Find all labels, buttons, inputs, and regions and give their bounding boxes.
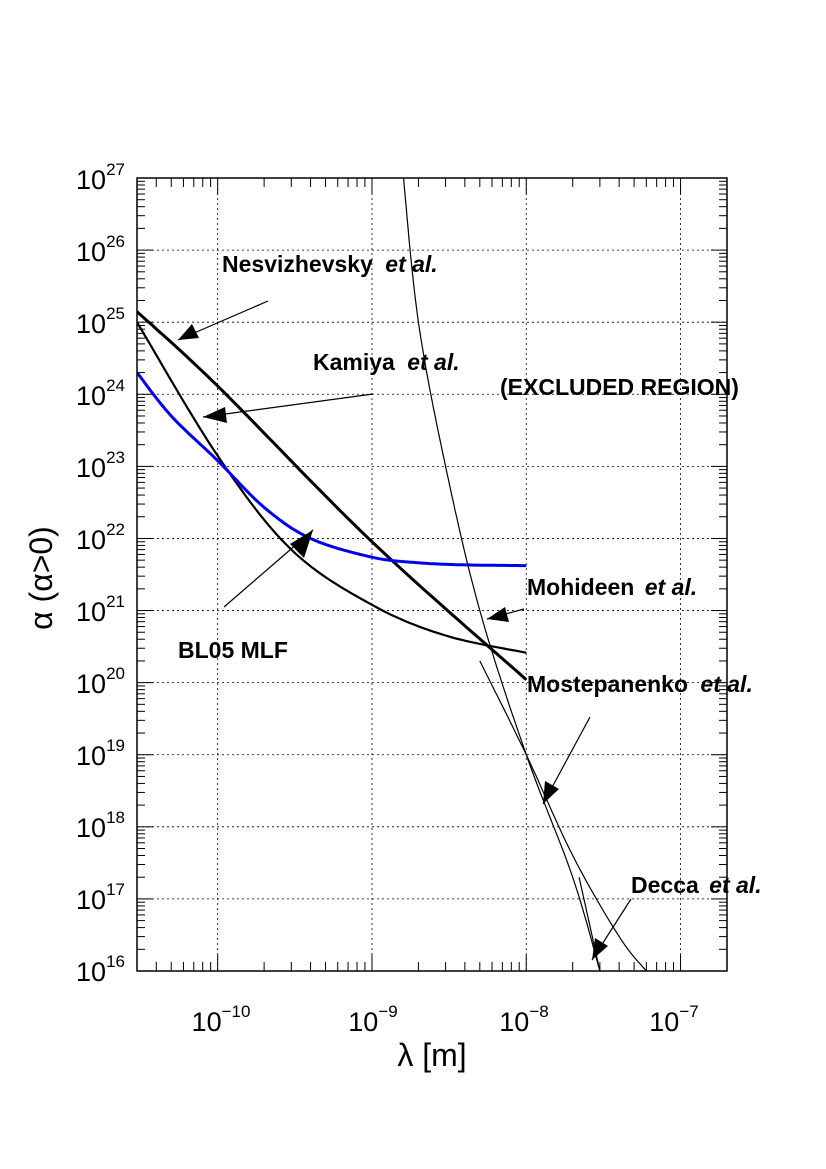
x-tick-label: 10−9: [348, 1002, 397, 1037]
annotation-bl05-mlf: BL05 MLF: [178, 637, 288, 663]
decca-arrowhead: [592, 938, 608, 960]
series-line-5: [578, 877, 601, 971]
y-tick-label: 1018: [76, 808, 125, 843]
y-tick-label: 1021: [76, 592, 125, 627]
series-line-4: [479, 660, 647, 971]
y-tick-label: 1024: [76, 376, 125, 411]
series-line-0: [137, 310, 528, 681]
series-line-2: [137, 371, 527, 568]
bl05-arrowhead: [290, 530, 313, 558]
series-line-3: [402, 178, 601, 971]
frame: [136, 177, 728, 972]
x-tick-label: 10−8: [499, 1002, 548, 1037]
x-tick-labels: 10−10 10−9 10−8 10−7: [192, 1002, 699, 1037]
series-line-1: [137, 321, 527, 654]
y-tick-label: 1026: [76, 232, 125, 267]
y-axis-label: α (α>0): [23, 526, 59, 630]
y-tick-label: 1019: [76, 736, 125, 771]
y-tick-label: 1025: [76, 304, 125, 339]
nesvizhevsky-arrowhead: [178, 324, 199, 340]
annotation-nesvizhevsky: Nesvizhevsky et al.: [222, 251, 438, 277]
annotation-mostepanenko: Mostepanenko et al.: [527, 671, 753, 697]
annotation-arrows: [177, 300, 632, 961]
y-tick-labels: 1016 1017 1018 1019 1020 1021 1022 1023 …: [76, 160, 125, 987]
x-tick-label: 10−7: [649, 1002, 698, 1037]
kamiya-arrow: [202, 393, 374, 418]
x-axis-label: λ [m]: [397, 1037, 466, 1073]
y-tick-label: 1020: [76, 664, 125, 699]
annotation-decca: Decca et al.: [631, 872, 762, 898]
plot-frame: [136, 177, 728, 972]
annotation-excluded-region: (EXCLUDED REGION): [500, 374, 739, 400]
mohideen-arrowhead: [487, 607, 509, 622]
y-tick-label: 1017: [76, 880, 125, 915]
annotations: Nesvizhevsky et al. Kamiya et al. (EXCLU…: [178, 251, 762, 898]
mostepanenko-arrowhead: [543, 781, 559, 804]
y-tick-label: 1022: [76, 520, 125, 555]
series-group: [137, 178, 647, 971]
x-tick-label: 10−10: [192, 1002, 251, 1037]
y-tick-label: 1023: [76, 448, 125, 483]
minor-ticks: [136, 177, 728, 972]
annotation-mohideen: Mohideen et al.: [527, 574, 697, 600]
y-tick-label: 1016: [76, 952, 125, 987]
annotation-kamiya: Kamiya et al.: [313, 349, 460, 375]
y-tick-label: 1027: [76, 160, 125, 195]
kamiya-arrowhead: [203, 407, 227, 423]
